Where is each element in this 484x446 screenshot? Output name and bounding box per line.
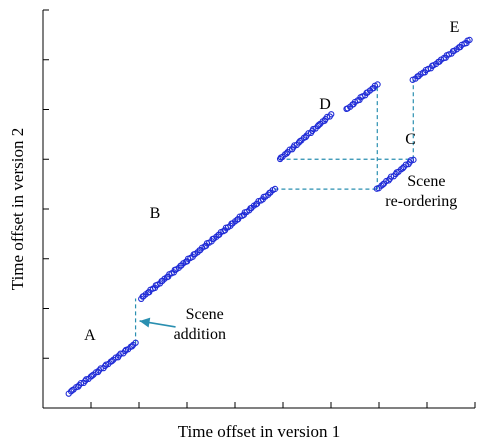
data-point	[83, 376, 90, 383]
annotation-scene-addition-line1: Scene	[186, 306, 224, 323]
data-point	[410, 156, 417, 163]
data-point	[387, 173, 395, 180]
data-point	[374, 81, 381, 88]
segment-label-d: D	[319, 96, 331, 113]
segment-label-e: E	[450, 19, 460, 36]
y-axis-ticks	[43, 9, 49, 409]
data-points	[65, 36, 473, 397]
data-point	[271, 185, 279, 193]
data-point	[379, 181, 387, 188]
segment-label-b: B	[150, 205, 161, 222]
y-axis-title: Time offset in version 2	[8, 128, 27, 290]
data-point	[108, 357, 116, 365]
dashed-guides	[134, 79, 414, 344]
data-point	[445, 51, 453, 58]
axes	[42, 9, 476, 409]
data-point	[407, 157, 415, 164]
data-point	[399, 165, 406, 172]
data-point	[117, 350, 124, 357]
data-point	[102, 362, 109, 370]
segment-labels: A B C D E	[84, 19, 459, 344]
annotation-scene-reordering-line2: re-ordering	[385, 193, 457, 210]
segment-label-c: C	[405, 131, 416, 148]
x-axis-ticks	[42, 402, 476, 408]
data-point	[132, 339, 139, 346]
annotation-scene-reordering-line1: Scene	[407, 173, 445, 190]
data-point	[315, 121, 322, 129]
data-point	[328, 111, 335, 118]
data-point	[415, 72, 422, 80]
x-axis-title: Time offset in version 1	[178, 422, 340, 441]
data-point	[128, 343, 136, 350]
data-point	[291, 142, 298, 149]
segment-label-a: A	[84, 327, 96, 344]
data-point	[88, 372, 96, 379]
annotation-scene-addition-line2: addition	[174, 326, 226, 343]
annotation-arrowhead	[139, 317, 151, 328]
data-point	[466, 36, 473, 44]
data-point	[425, 65, 432, 73]
